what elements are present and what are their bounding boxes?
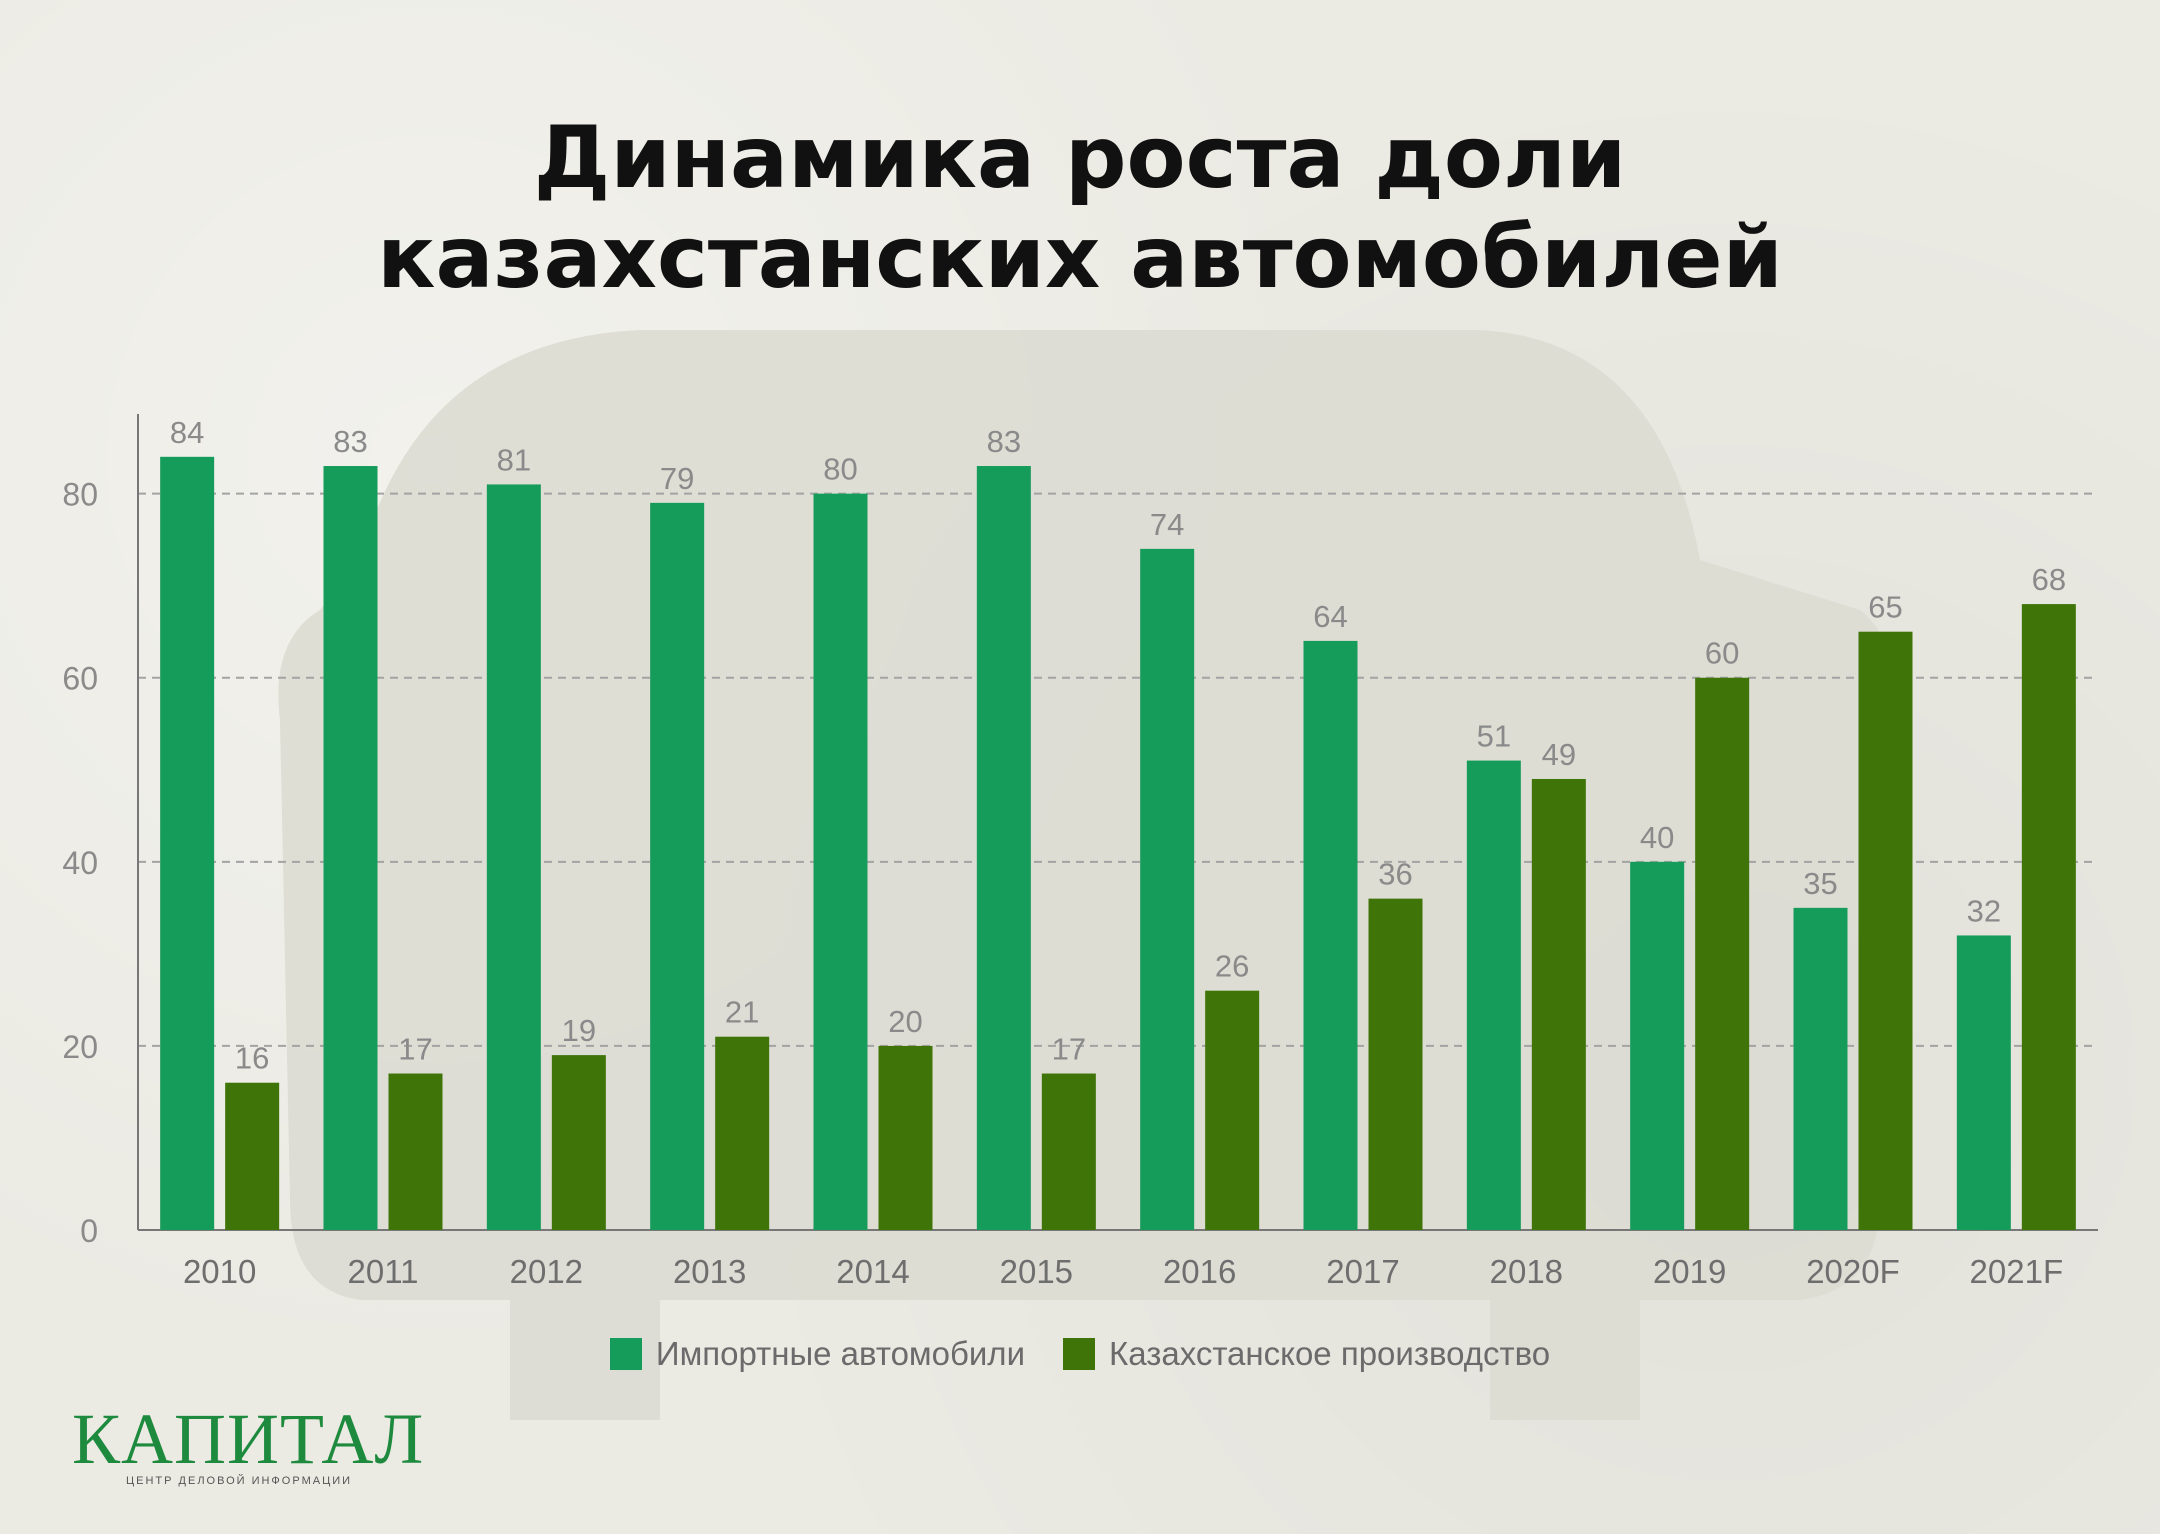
brand-logo-subtitle: ЦЕНТР ДЕЛОВОЙ ИНФОРМАЦИИ (126, 1475, 353, 1487)
bar-kz (1531, 778, 1586, 1230)
bar-kz (715, 1036, 770, 1230)
bar-import (1956, 935, 2011, 1230)
y-tick-label: 80 (62, 477, 98, 513)
legend: Импортные автомобили Казахстанское произ… (0, 1335, 2160, 1373)
bar-import (1140, 548, 1195, 1230)
data-label: 65 (1868, 590, 1902, 625)
data-label: 20 (888, 1004, 922, 1039)
bar-kz (1205, 990, 1260, 1230)
bar-import (323, 466, 378, 1231)
bar-import (976, 466, 1031, 1231)
legend-label-kz: Казахстанское производство (1109, 1335, 1551, 1372)
x-tick-label: 2019 (1653, 1253, 1726, 1290)
bar-kz (1858, 631, 1913, 1230)
brand-logo: КАПИТАЛ (72, 1399, 425, 1479)
data-label: 83 (333, 424, 367, 459)
x-tick-label: 2015 (1000, 1253, 1073, 1290)
x-tick-label: 2013 (673, 1253, 746, 1290)
legend-label-import: Импортные автомобили (655, 1335, 1025, 1372)
y-tick-label: 60 (62, 661, 98, 697)
data-label: 35 (1803, 866, 1837, 901)
bar-kz (878, 1045, 933, 1230)
bar-import (1630, 861, 1685, 1230)
data-label: 51 (1477, 719, 1511, 754)
bar-import (486, 484, 541, 1230)
bar-import (813, 493, 868, 1230)
data-label: 79 (660, 461, 694, 496)
bar-import (650, 502, 705, 1230)
data-label: 83 (987, 424, 1021, 459)
x-tick-label: 2018 (1490, 1253, 1563, 1290)
title-line-1: Динамика роста доли (533, 108, 1627, 208)
title-line-2: казахстанских автомобилей (377, 208, 1783, 308)
bar-import (160, 456, 215, 1230)
x-tick-label: 2014 (836, 1253, 909, 1290)
x-tick-label: 2016 (1163, 1253, 1236, 1290)
data-label: 84 (170, 415, 204, 450)
x-tick-label: 2010 (183, 1253, 256, 1290)
bar-kz (1368, 898, 1423, 1230)
x-tick-label: 2020F (1806, 1253, 1900, 1290)
y-tick-label: 20 (62, 1029, 98, 1065)
bar-kz (388, 1073, 443, 1230)
data-label: 68 (2032, 562, 2066, 597)
x-tick-label: 2012 (510, 1253, 583, 1290)
data-label: 19 (562, 1013, 596, 1048)
data-label: 21 (725, 995, 759, 1030)
data-label: 40 (1640, 820, 1674, 855)
bar-import (1466, 760, 1521, 1230)
data-label: 64 (1313, 599, 1347, 634)
grid (138, 492, 2098, 1047)
chart-title: Динамика роста доли казахстанских автомо… (0, 108, 2160, 308)
legend-swatch-import (609, 1338, 642, 1370)
y-tick-label: 40 (62, 845, 98, 881)
data-label: 32 (1967, 893, 2001, 928)
x-tick-label: 2011 (348, 1253, 419, 1290)
data-label: 74 (1150, 507, 1184, 542)
data-label: 81 (497, 442, 531, 477)
legend-swatch-kz (1063, 1338, 1095, 1370)
bar-import (1303, 640, 1358, 1230)
bar-kz (551, 1055, 606, 1230)
data-label: 60 (1705, 636, 1739, 671)
x-tick-label: 2021F (1970, 1253, 2064, 1290)
bar-kz (2021, 604, 2076, 1230)
y-tick-label: 0 (80, 1213, 98, 1249)
bar-import (1793, 907, 1848, 1230)
data-label: 49 (1542, 737, 1576, 772)
data-label: 17 (1052, 1032, 1086, 1067)
data-label: 80 (823, 452, 857, 487)
legend-item-kz: Казахстанское производство (1063, 1335, 1550, 1373)
data-labels: 84 16 83 17 81 19 79 21 80 20 83 17 74 26 64 36 51 49 40 60… (170, 415, 2066, 1076)
bar-kz (1041, 1073, 1096, 1230)
x-tick-label: 2017 (1326, 1253, 1399, 1290)
data-label: 16 (235, 1041, 269, 1076)
bar-kz (1695, 677, 1750, 1230)
data-label: 17 (398, 1032, 432, 1067)
data-label: 36 (1378, 857, 1412, 892)
data-label: 26 (1215, 949, 1249, 984)
bar-kz (225, 1082, 280, 1230)
bars (160, 456, 2076, 1231)
legend-item-import: Импортные автомобили (609, 1335, 1025, 1373)
